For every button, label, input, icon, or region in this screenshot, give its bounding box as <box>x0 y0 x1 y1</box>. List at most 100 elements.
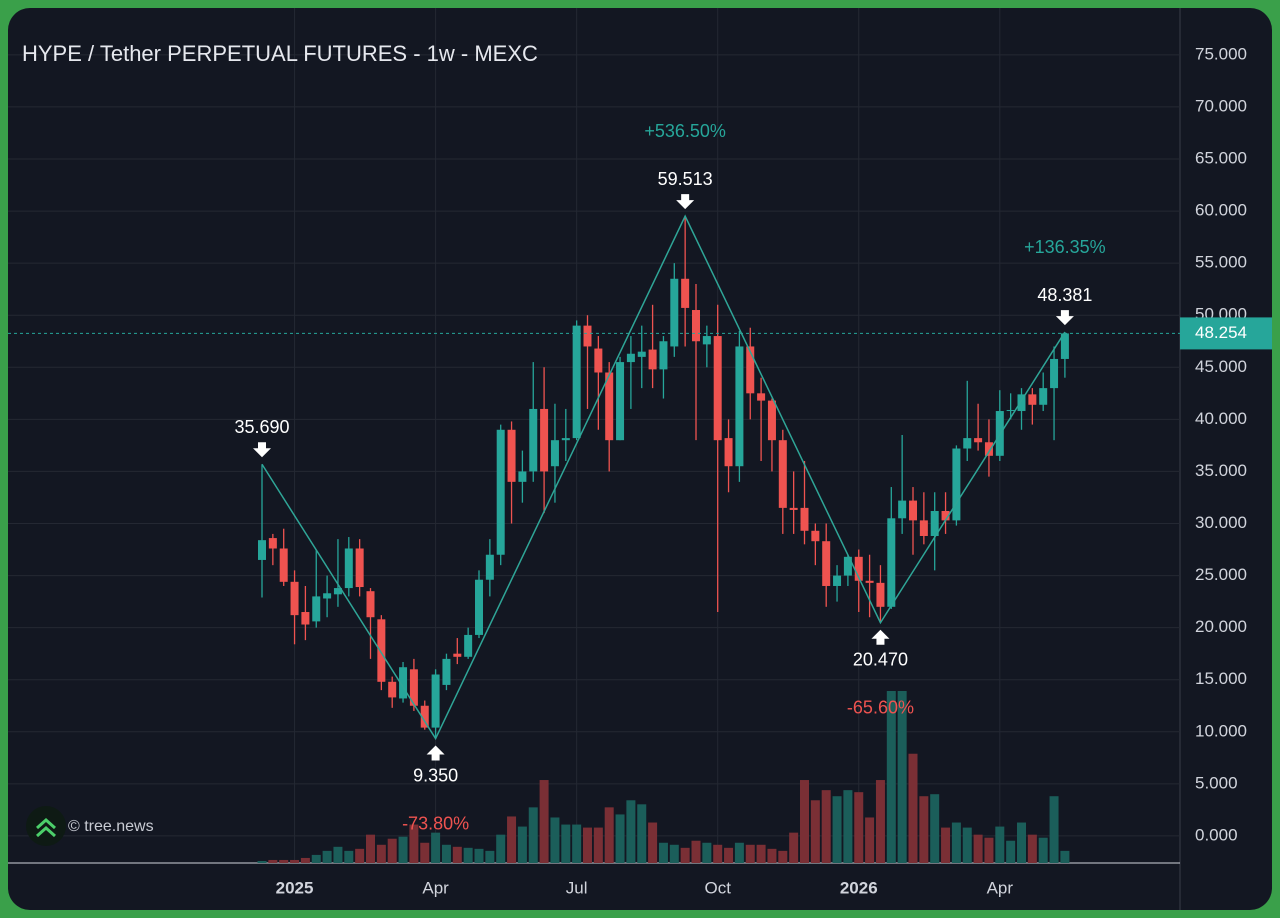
candle-body <box>1039 388 1048 405</box>
volume-bar <box>995 826 1005 863</box>
candle-body <box>735 346 744 467</box>
candle-body <box>984 442 993 456</box>
volume-bar <box>1027 834 1037 863</box>
y-tick-label: 65.000 <box>1195 148 1247 167</box>
x-tick-label: 2025 <box>276 878 314 897</box>
candle-body <box>1050 358 1059 389</box>
volume-bar <box>1006 840 1016 863</box>
y-tick-label: 55.000 <box>1195 253 1247 272</box>
volume-bar <box>691 840 701 863</box>
candle-body <box>1006 409 1015 412</box>
volume-bar <box>300 857 310 863</box>
x-tick-label: Apr <box>422 878 449 897</box>
volume-bar <box>452 846 462 863</box>
pivot-label: 20.470 <box>853 649 908 669</box>
pivot-arrow <box>871 629 890 645</box>
candle-body <box>778 440 787 508</box>
candle-body <box>876 582 885 607</box>
candle-body <box>919 520 928 536</box>
candle-body <box>670 278 679 347</box>
candle-body <box>1060 333 1069 359</box>
candle-body <box>909 500 917 521</box>
candle-body <box>453 653 462 657</box>
candle-body <box>583 325 592 347</box>
volume-bar <box>485 850 495 863</box>
pivot-label: 48.381 <box>1037 285 1092 305</box>
volume-bar <box>973 834 983 863</box>
volume-bar <box>626 800 636 863</box>
volume-bar <box>658 842 668 863</box>
volume-bar <box>420 842 430 863</box>
candle-body <box>355 548 364 588</box>
change-label: +136.35% <box>1024 237 1106 257</box>
chart-panel <box>8 8 1272 910</box>
candle-body <box>572 325 581 439</box>
candle-body <box>898 500 907 519</box>
volume-bar <box>734 842 744 863</box>
x-tick-label: 2026 <box>840 878 878 897</box>
y-tick-label: 35.000 <box>1195 461 1247 480</box>
candle-body <box>485 554 494 580</box>
candle-body <box>854 556 863 581</box>
volume-bar <box>854 792 864 863</box>
volume-bar <box>528 807 538 863</box>
candle-body <box>865 580 874 583</box>
pivot-arrow <box>676 194 695 210</box>
volume-bar <box>789 832 799 863</box>
candle-body <box>702 336 711 345</box>
pivot-arrow <box>1055 310 1074 326</box>
change-label: +536.50% <box>644 121 726 141</box>
change-label: -73.80% <box>402 813 469 833</box>
candle-body <box>648 349 657 370</box>
candle-body <box>290 581 299 616</box>
volume-bar <box>908 753 918 863</box>
candle-body <box>800 507 809 531</box>
volume-bar <box>311 854 321 863</box>
volume-bar <box>572 824 582 863</box>
candle-body <box>312 596 321 622</box>
logo-icon <box>36 817 56 838</box>
candle-body <box>930 511 939 536</box>
volume-bar <box>268 859 278 863</box>
candle-body <box>366 591 375 618</box>
y-tick-label: 10.000 <box>1195 721 1247 740</box>
candle-body <box>344 548 353 589</box>
y-tick-label: 30.000 <box>1195 513 1247 532</box>
volume-bar <box>821 790 831 863</box>
candle-body <box>681 278 690 308</box>
y-tick-label: 45.000 <box>1195 357 1247 376</box>
y-tick-label: 15.000 <box>1195 669 1247 688</box>
volume-bar <box>431 832 441 863</box>
candle-body <box>616 362 625 441</box>
candle-body <box>475 579 483 635</box>
x-tick-label: Oct <box>704 878 731 897</box>
volume-bar <box>398 836 408 863</box>
candle-body <box>323 593 332 599</box>
volume-bar <box>767 848 777 863</box>
volume-bar <box>257 860 267 863</box>
volume-bar <box>865 817 875 863</box>
chart-title: HYPE / Tether PERPETUAL FUTURES - 1w - M… <box>22 41 538 66</box>
watermark: © tree.news <box>68 818 154 835</box>
pivot-label: 9.350 <box>413 765 458 785</box>
candle-body <box>550 440 559 467</box>
last-price-label: 48.254 <box>1195 323 1247 342</box>
candle-body <box>333 588 342 595</box>
candle-body <box>464 634 473 657</box>
volume-bar <box>919 796 929 863</box>
volume-bar <box>886 691 896 863</box>
y-tick-label: 20.000 <box>1195 617 1247 636</box>
candle-body <box>724 438 733 467</box>
candle-body <box>692 310 700 342</box>
volume-bar <box>441 844 451 863</box>
volume-bar <box>778 850 788 863</box>
volume-bar <box>832 796 842 863</box>
volume-bar <box>930 794 940 863</box>
candle-body <box>268 538 277 549</box>
volume-bar <box>1049 796 1059 863</box>
volume-bar <box>745 844 755 863</box>
volume-bar <box>333 846 343 863</box>
volume-bar <box>583 827 592 863</box>
volume-bar <box>409 824 419 863</box>
volume-bar <box>344 850 354 863</box>
